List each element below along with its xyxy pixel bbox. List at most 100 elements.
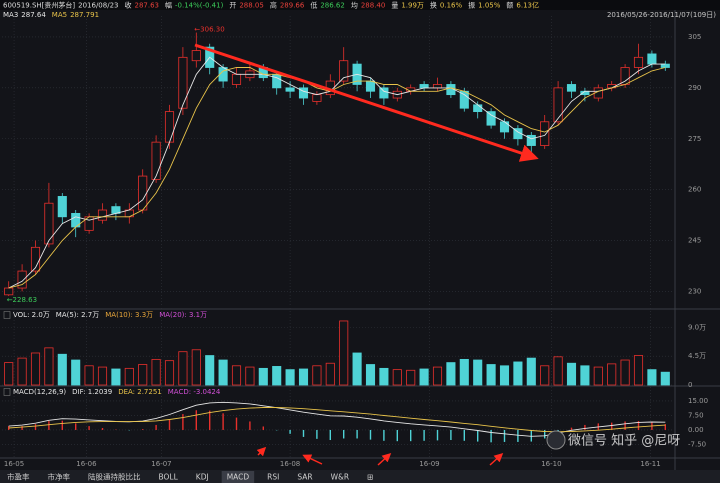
x-tick-label: 16-05 <box>4 460 24 468</box>
volume-bar <box>593 366 603 386</box>
volume-bar <box>392 369 402 386</box>
tab-bg <box>292 471 318 483</box>
header-value: 286.62 <box>320 2 345 10</box>
candle-body <box>499 121 510 133</box>
legend-value: 287.64 <box>21 11 46 19</box>
candle-body <box>138 175 148 211</box>
volume-bar <box>298 368 309 386</box>
volume-bar <box>245 366 255 386</box>
candle-body <box>486 111 496 126</box>
candle-body <box>432 84 443 89</box>
candle-body <box>178 56 188 109</box>
x-tick-label: 16-10 <box>541 460 561 468</box>
tab[interactable]: 陆股通持股比比 <box>83 471 146 483</box>
candle-body <box>379 87 389 99</box>
tab[interactable]: RSI <box>262 471 285 483</box>
tab[interactable]: SAR <box>292 471 318 483</box>
volume-bar <box>339 320 349 386</box>
legend-entry: MACD(12,26,9) <box>13 388 66 396</box>
tab-label: RSI <box>267 473 279 482</box>
y-tick-label: 245 <box>688 237 701 245</box>
header-value: 289.66 <box>280 2 305 10</box>
legend-entry: DIF: 1.2039 <box>72 388 112 396</box>
header-value: 1.05% <box>478 2 501 10</box>
volume-bar <box>325 362 335 386</box>
header-label: 额 <box>506 1 513 10</box>
candle-body <box>660 63 670 68</box>
volume-bar <box>513 361 523 386</box>
volume-bar <box>526 357 536 386</box>
volume-bar <box>44 347 54 386</box>
volume-bar <box>124 367 134 386</box>
tab[interactable]: 市净率 <box>42 471 76 483</box>
legend-name: MA3 <box>3 11 18 19</box>
tab[interactable]: BOLL <box>153 471 183 483</box>
header-bar <box>0 0 720 10</box>
volume-bar <box>164 360 175 386</box>
tab-label: 市净率 <box>48 472 71 482</box>
tab-bg <box>2 471 35 483</box>
tab[interactable]: ⊞ <box>362 471 379 483</box>
header-label: 振 <box>468 1 475 10</box>
volume-bar <box>97 366 108 386</box>
tab-bg <box>262 471 285 483</box>
y-tick-label: -7.50 <box>688 440 706 448</box>
header-value: 1.99万 <box>401 2 424 10</box>
legend-entry: MA(20): 3.1万 <box>159 311 207 319</box>
y-tick-label: 275 <box>688 135 701 143</box>
tab-bg <box>221 471 255 483</box>
watermark: 微信号 知乎 @尼呀 <box>568 433 680 449</box>
tab[interactable]: KDJ <box>190 471 214 483</box>
header-value: 2016/08/23 <box>78 2 118 10</box>
volume-bar <box>620 359 630 386</box>
volume-bar <box>406 369 416 386</box>
volume-bar <box>205 355 215 386</box>
volume-bar <box>57 353 67 386</box>
header-label: 幅 <box>165 1 172 10</box>
candle-body <box>164 111 175 143</box>
candle-body <box>473 104 483 113</box>
candle-body <box>365 80 376 92</box>
candle-body <box>97 209 108 221</box>
candle-body <box>231 73 242 85</box>
volume-bar <box>580 365 590 386</box>
volume-bar <box>647 369 657 386</box>
y-tick-label: 9.0万 <box>688 323 706 331</box>
candle-body <box>540 121 550 146</box>
volume-bar <box>473 359 483 386</box>
header-value: 6.13亿 <box>516 1 539 10</box>
tab-label: ⊞ <box>367 473 373 482</box>
volume-bar <box>84 365 94 386</box>
header-value: 288.40 <box>361 2 386 10</box>
tab[interactable]: 市盈率 <box>2 471 35 483</box>
legend-name: MA5 <box>52 11 67 19</box>
pointer-arrow <box>256 446 267 457</box>
x-tick-label: 16-08 <box>280 460 300 468</box>
tab-bg <box>83 471 146 483</box>
volume-bar <box>4 362 14 386</box>
header-label: 低 <box>310 1 317 10</box>
tab-label: BOLL <box>159 473 179 482</box>
candle-body <box>44 202 54 245</box>
volume-bar <box>178 351 188 386</box>
volume-bar <box>446 362 456 386</box>
volume-bar <box>486 364 496 386</box>
help-box <box>3 388 11 396</box>
legend-entry: DEA: 2.7251 <box>118 388 162 396</box>
candle-body <box>459 90 469 109</box>
legend-entry: VOL: 2.0万 <box>13 311 50 319</box>
candle-body <box>191 50 201 62</box>
legend-value: 287.791 <box>70 11 99 19</box>
legend-entry: MA(5): 2.7万 <box>56 311 99 319</box>
volume-bar <box>419 368 429 386</box>
volume-bar <box>272 366 282 386</box>
candle-body <box>57 196 67 218</box>
legend-entry: MACD: -3.0424 <box>168 388 221 396</box>
tab[interactable]: W&R <box>325 471 355 483</box>
tab-label: 市盈率 <box>7 472 30 482</box>
tab[interactable]: MACD <box>221 471 255 483</box>
volume-bar <box>379 367 389 386</box>
volume-bar <box>218 359 228 386</box>
